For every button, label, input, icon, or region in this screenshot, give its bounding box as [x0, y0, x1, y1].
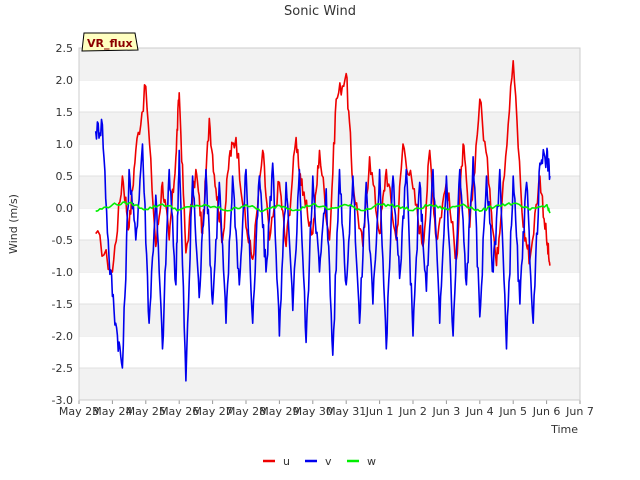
x-tick-label: May 25: [126, 405, 166, 418]
x-tick-label: May 24: [92, 405, 132, 418]
x-axis-title: Time: [550, 423, 578, 436]
y-tick-label: -0.5: [52, 234, 73, 247]
y-tick-label: 2.0: [56, 74, 74, 87]
grid-band: [79, 112, 580, 144]
legend-label-u: u: [283, 455, 290, 468]
legend-label-w: w: [367, 455, 376, 468]
x-tick-label: May 27: [192, 405, 232, 418]
x-tick-label: Jun 6: [532, 405, 561, 418]
y-tick-label: -1.5: [52, 298, 73, 311]
y-tick-label: -3.0: [52, 394, 73, 407]
grid-band: [79, 368, 580, 400]
x-tick-label: Jun 4: [465, 405, 494, 418]
y-tick-label: -1.0: [52, 266, 73, 279]
x-tick-label: May 30: [293, 405, 333, 418]
x-tick-label: May 23: [59, 405, 99, 418]
vr-flux-badge: VR_flux: [81, 32, 139, 52]
chart-title: Sonic Wind: [284, 4, 356, 19]
y-axis-ticks: -3.0 -2.5 -2.0 -1.5 -1.0 -0.5 0.0 0.5 1.0 1.5 2.0 2…: [52, 42, 73, 407]
x-tick-label: Jun 5: [498, 405, 527, 418]
grid-band: [79, 176, 580, 208]
badge-label: VR_flux: [87, 37, 133, 50]
series-line-u: [95, 59, 551, 273]
y-tick-label: 1.5: [56, 106, 74, 119]
y-tick-label: 1.0: [56, 138, 74, 151]
series-line-w: [95, 201, 551, 214]
x-tick-label: May 31: [326, 405, 366, 418]
y-tick-label: -2.5: [52, 362, 73, 375]
x-tick-label: May 29: [259, 405, 299, 418]
y-tick-label: 2.5: [56, 42, 74, 55]
y-tick-label: 0.5: [56, 170, 74, 183]
x-tick-label: Jun 2: [398, 405, 427, 418]
y-axis-title: Wind (m/s): [7, 194, 20, 254]
x-tick-label: Jun 1: [365, 405, 394, 418]
legend-label-v: v: [325, 455, 332, 468]
x-tick-label: May 28: [226, 405, 266, 418]
series-layer: [94, 59, 551, 382]
x-tick-label: Jun 3: [432, 405, 461, 418]
x-tick-label: May 26: [159, 405, 199, 418]
x-tick-label: Jun 7: [565, 405, 594, 418]
plot-area-border: [78, 47, 581, 401]
badge-shape: [81, 32, 139, 52]
series-line-v: [94, 118, 551, 382]
grid-band: [79, 48, 580, 80]
y-tick-label: -2.0: [52, 330, 73, 343]
y-tick-label: 0.0: [56, 202, 74, 215]
legend: u v w: [263, 455, 376, 468]
